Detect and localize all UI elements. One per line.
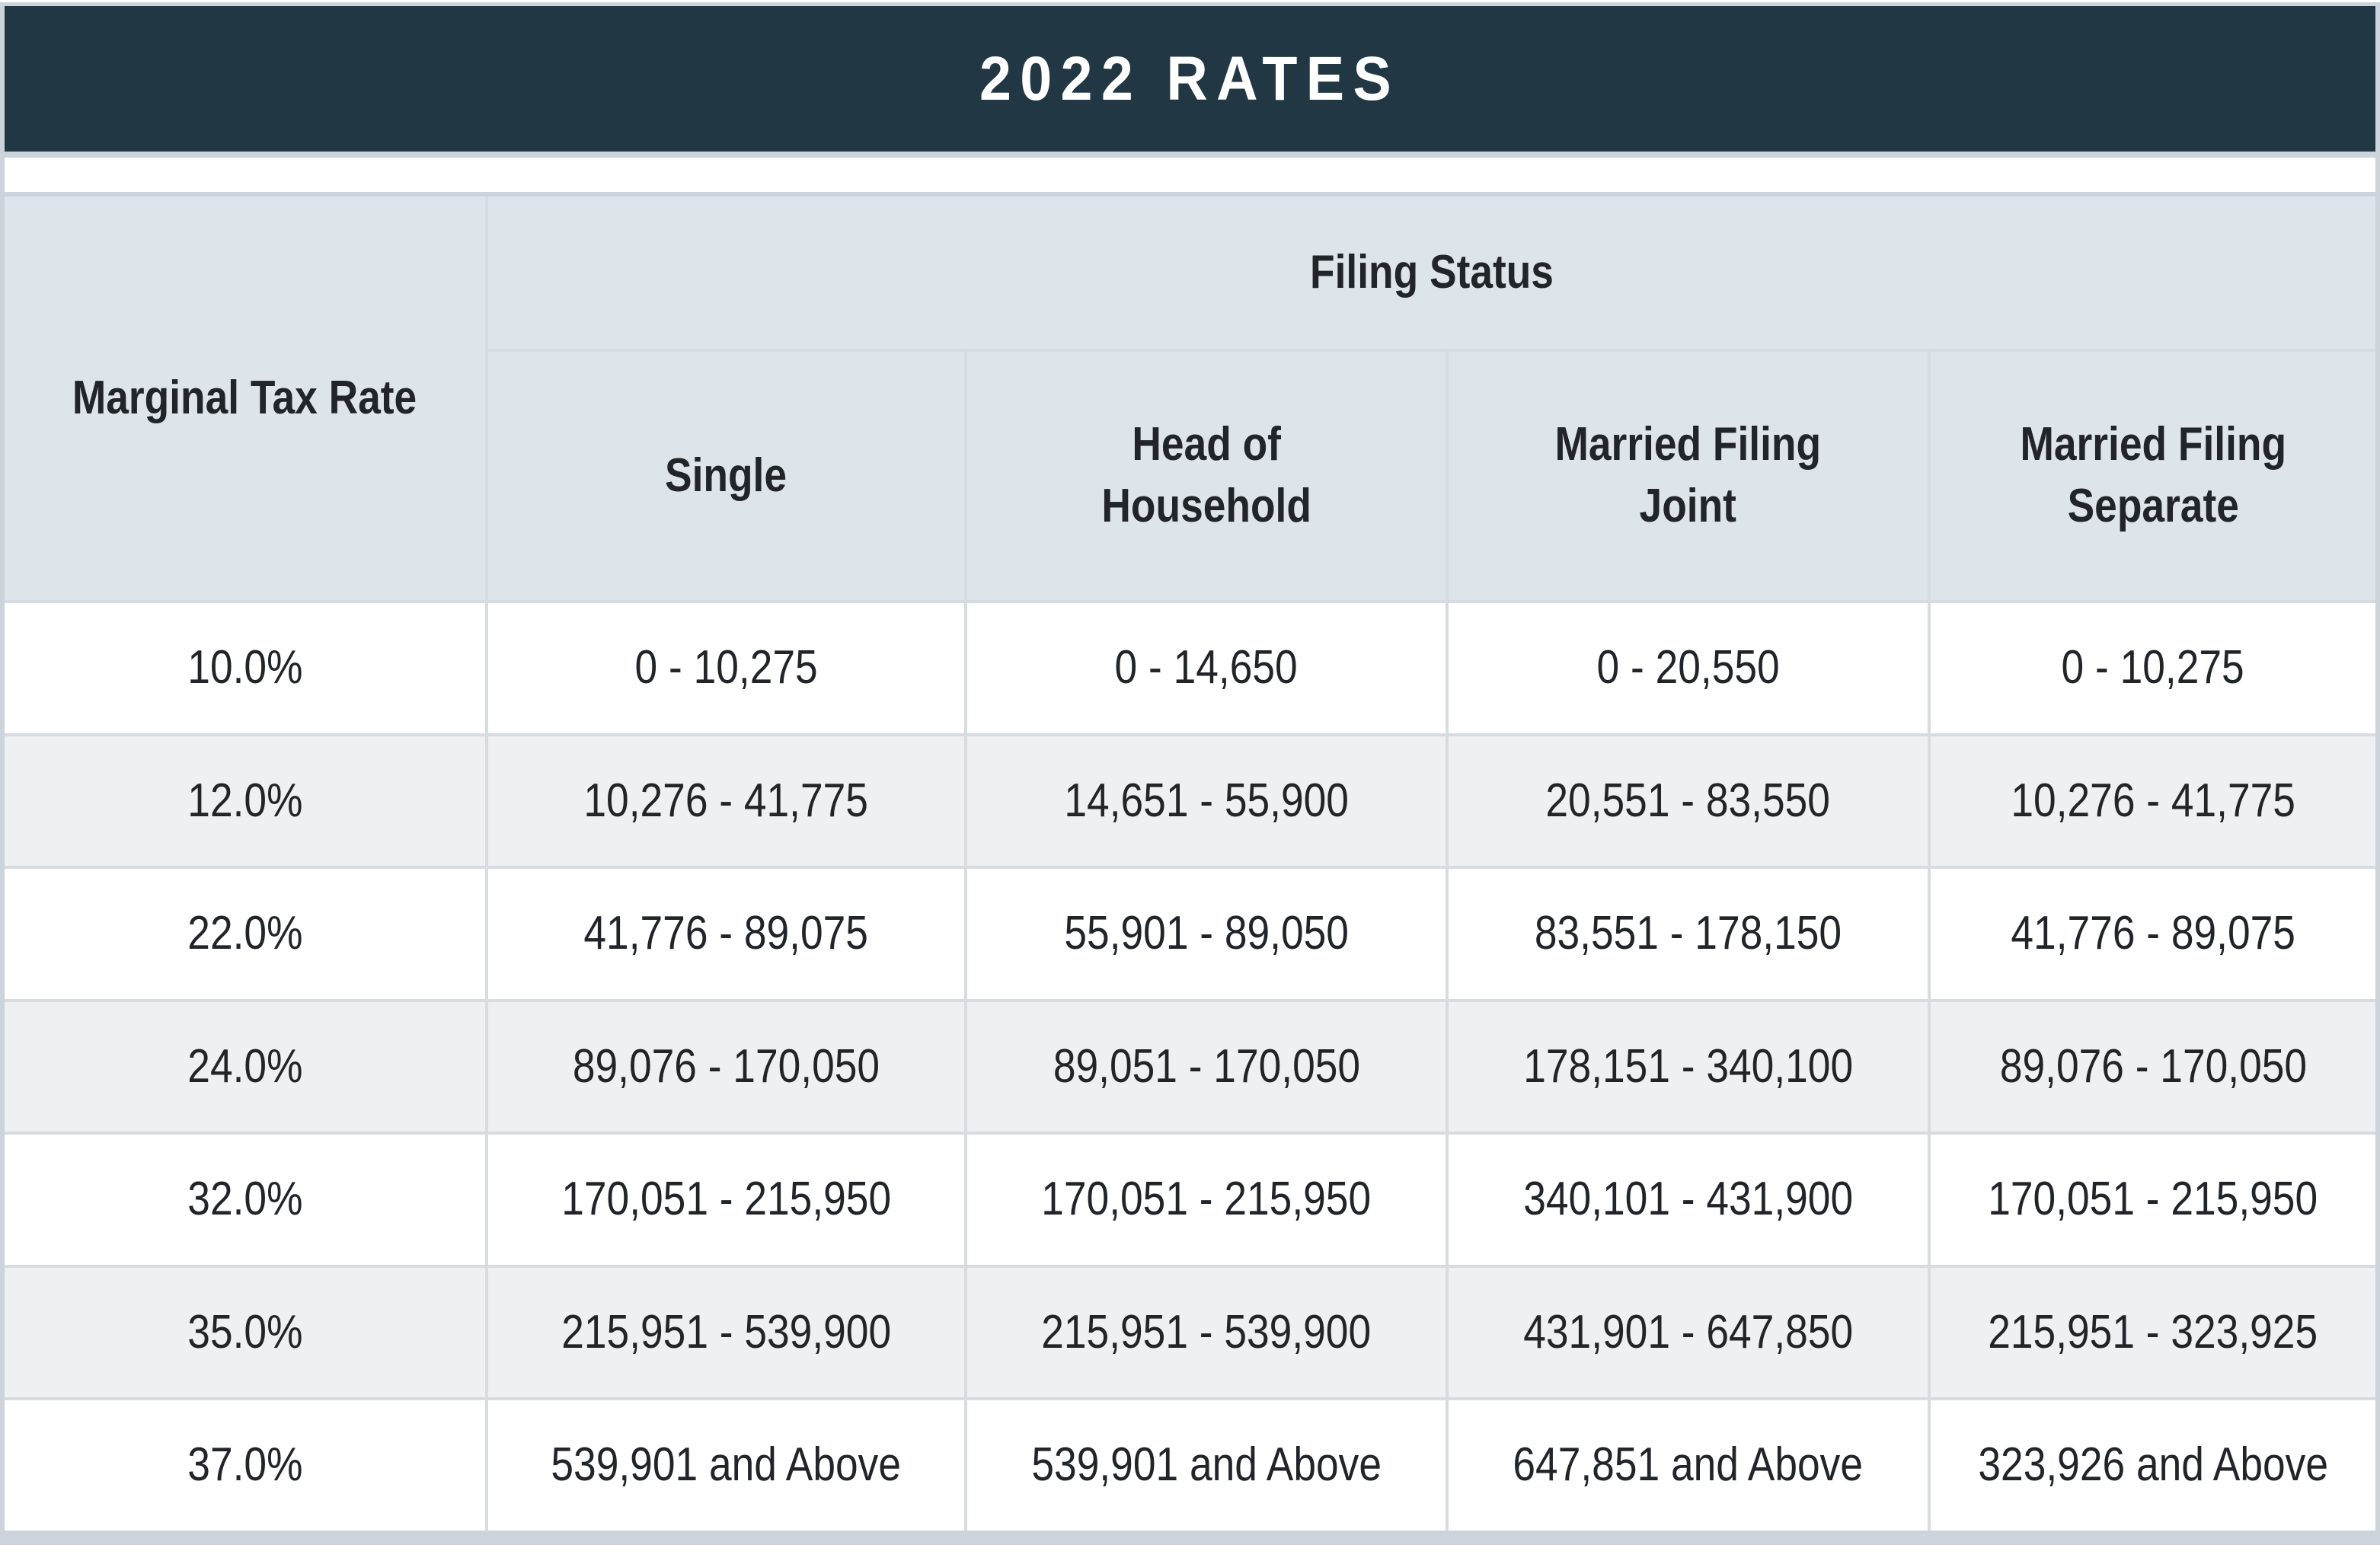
spacer-panel [5, 158, 2375, 192]
bracket-cell-row3-col3-label: 83,551 - 178,150 [1534, 907, 1842, 960]
bracket-cell-row5-col1: 170,051 - 215,950 [488, 1135, 964, 1265]
bracket-cell-row7-col3-label: 647,851 and Above [1513, 1438, 1864, 1492]
column-header-single: Single [488, 352, 964, 600]
column-header-married-filing-joint: Married Filing Joint [1449, 352, 1928, 600]
rate-cell-row6-label: 35.0% [187, 1305, 303, 1358]
header-marginal-tax-rate-label: Marginal Tax Rate [72, 371, 417, 424]
bracket-cell-row2-col3: 20,551 - 83,550 [1449, 736, 1928, 867]
bracket-cell-row7-col2: 539,901 and Above [967, 1400, 1446, 1531]
rate-cell-row7-label: 37.0% [187, 1438, 303, 1492]
bracket-cell-row2-col4: 10,276 - 41,775 [1931, 736, 2375, 867]
bracket-cell-row5-col1-label: 170,051 - 215,950 [561, 1173, 891, 1226]
rate-cell-row5-label: 32.0% [187, 1173, 303, 1226]
title-bar: 2022 RATES [5, 6, 2375, 152]
rate-cell-row1-label: 10.0% [187, 640, 303, 694]
header-marginal-tax-rate: Marginal Tax Rate [5, 196, 485, 600]
column-header-married-filing-joint-label: Married Filing Joint [1554, 418, 1822, 532]
rate-cell-row1: 10.0% [5, 603, 485, 733]
bracket-cell-row4-col2-label: 89,051 - 170,050 [1053, 1039, 1360, 1093]
bracket-cell-row3-col2: 55,901 - 89,050 [967, 869, 1446, 999]
bracket-cell-row7-col4-label: 323,926 and Above [1978, 1438, 2328, 1492]
bracket-cell-row4-col4: 89,076 - 170,050 [1931, 1001, 2375, 1132]
bracket-cell-row3-col3: 83,551 - 178,150 [1449, 869, 1928, 999]
bracket-cell-row2-col1-label: 10,276 - 41,775 [583, 774, 869, 827]
bracket-cell-row2-col2-label: 14,651 - 55,900 [1064, 774, 1349, 827]
bracket-cell-row1-col3-label: 0 - 20,550 [1596, 640, 1780, 694]
bracket-cell-row1-col2-label: 0 - 14,650 [1114, 640, 1299, 694]
bracket-cell-row4-col3-label: 178,151 - 340,100 [1523, 1039, 1853, 1093]
bracket-cell-row4-col2: 89,051 - 170,050 [967, 1001, 1446, 1132]
bracket-cell-row6-col4: 215,951 - 323,925 [1931, 1267, 2375, 1398]
header-filing-status-label: Filing Status [1310, 245, 1554, 298]
bracket-cell-row3-col4-label: 41,776 - 89,075 [2011, 907, 2295, 960]
column-header-head-of-household: Head of Household [967, 352, 1446, 600]
bracket-cell-row7-col1: 539,901 and Above [488, 1400, 964, 1531]
bracket-cell-row1-col3: 0 - 20,550 [1449, 603, 1928, 733]
rate-cell-row2: 12.0% [5, 736, 485, 867]
bracket-cell-row5-col4: 170,051 - 215,950 [1931, 1135, 2375, 1265]
rate-cell-row6: 35.0% [5, 1267, 485, 1398]
bracket-cell-row2-col3-label: 20,551 - 83,550 [1545, 774, 1831, 827]
bracket-cell-row5-col2-label: 170,051 - 215,950 [1041, 1173, 1372, 1226]
bracket-cell-row6-col1-label: 215,951 - 539,900 [561, 1305, 891, 1358]
rate-cell-row4: 24.0% [5, 1001, 485, 1132]
bracket-cell-row7-col3: 647,851 and Above [1449, 1400, 1928, 1531]
bracket-cell-row4-col1-label: 89,076 - 170,050 [572, 1039, 880, 1093]
top-border-strip [0, 0, 2380, 2]
bracket-cell-row4-col4-label: 89,076 - 170,050 [1999, 1039, 2307, 1093]
bracket-cell-row6-col3: 431,901 - 647,850 [1449, 1267, 1928, 1398]
bracket-cell-row5-col3-label: 340,101 - 431,900 [1523, 1173, 1853, 1226]
bracket-cell-row6-col3-label: 431,901 - 647,850 [1523, 1305, 1853, 1358]
bracket-cell-row1-col4-label: 0 - 10,275 [2061, 640, 2245, 694]
bracket-cell-row4-col3: 178,151 - 340,100 [1449, 1001, 1928, 1132]
page-title: 2022 RATES [979, 43, 1401, 113]
bracket-cell-row1-col1: 0 - 10,275 [488, 603, 964, 733]
bracket-cell-row6-col2: 215,951 - 539,900 [967, 1267, 1446, 1398]
bracket-cell-row5-col2: 170,051 - 215,950 [967, 1135, 1446, 1265]
bracket-cell-row1-col1-label: 0 - 10,275 [634, 640, 818, 694]
rate-cell-row7: 37.0% [5, 1400, 485, 1531]
bracket-cell-row5-col4-label: 170,051 - 215,950 [1988, 1173, 2318, 1226]
bracket-cell-row7-col1-label: 539,901 and Above [551, 1438, 902, 1492]
bracket-cell-row4-col1: 89,076 - 170,050 [488, 1001, 964, 1132]
rate-cell-row3-label: 22.0% [187, 907, 303, 960]
bracket-cell-row5-col3: 340,101 - 431,900 [1449, 1135, 1928, 1265]
rate-cell-row2-label: 12.0% [187, 774, 303, 827]
bracket-cell-row1-col4: 0 - 10,275 [1931, 603, 2375, 733]
rate-cell-row4-label: 24.0% [187, 1039, 303, 1093]
column-header-head-of-household-label: Head of Household [1101, 418, 1311, 532]
bracket-cell-row6-col1: 215,951 - 539,900 [488, 1267, 964, 1398]
bracket-cell-row7-col2-label: 539,901 and Above [1031, 1438, 1382, 1492]
bracket-cell-row6-col4-label: 215,951 - 323,925 [1988, 1305, 2318, 1358]
bracket-cell-row3-col4: 41,776 - 89,075 [1931, 869, 2375, 999]
bracket-cell-row6-col2-label: 215,951 - 539,900 [1041, 1305, 1372, 1358]
header-filing-status: Filing Status [488, 196, 2375, 349]
bracket-cell-row7-col4: 323,926 and Above [1931, 1400, 2375, 1531]
bracket-cell-row3-col1-label: 41,776 - 89,075 [583, 907, 869, 960]
tax-rates-table: Marginal Tax Rate Filing Status Single He… [5, 196, 2375, 1531]
column-header-single-label: Single [665, 448, 787, 502]
column-header-married-filing-separate: Married Filing Separate [1931, 352, 2375, 600]
bracket-cell-row2-col4-label: 10,276 - 41,775 [2011, 774, 2295, 827]
bracket-cell-row3-col2-label: 55,901 - 89,050 [1064, 907, 1349, 960]
bracket-cell-row1-col2: 0 - 14,650 [967, 603, 1446, 733]
bracket-cell-row2-col1: 10,276 - 41,775 [488, 736, 964, 867]
rate-cell-row3: 22.0% [5, 869, 485, 999]
rate-cell-row5: 32.0% [5, 1135, 485, 1265]
column-header-married-filing-separate-label: Married Filing Separate [2020, 418, 2286, 532]
bracket-cell-row2-col2: 14,651 - 55,900 [967, 736, 1446, 867]
bracket-cell-row3-col1: 41,776 - 89,075 [488, 869, 964, 999]
